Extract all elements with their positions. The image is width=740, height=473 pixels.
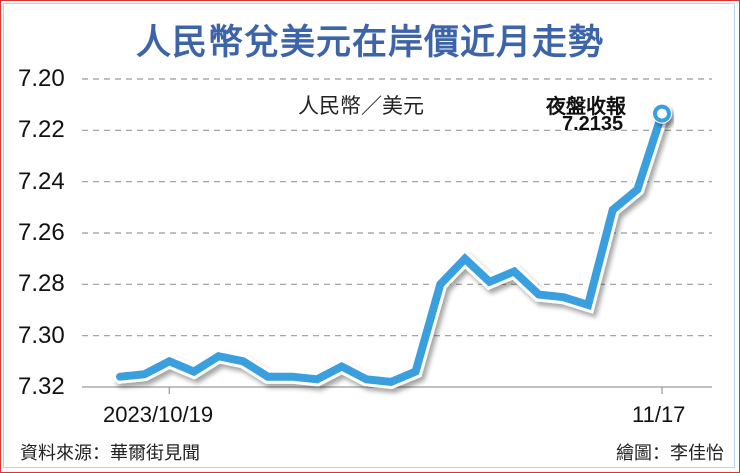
data-line — [113, 103, 672, 390]
endpoint-marker — [653, 104, 671, 123]
x-axis-ticks — [168, 387, 663, 394]
annotation-value: 7.2135 — [562, 113, 624, 135]
unit-label: 人民幣／美元 — [298, 95, 424, 118]
data-source: 資料來源：華爾街見聞 — [20, 443, 200, 463]
x-label-start: 2023/10/19 — [103, 402, 214, 427]
y-tick-label: 7.20 — [18, 65, 65, 92]
graphic-credit: 繪圖：李佳怡 — [616, 443, 724, 463]
chart-title: 人民幣兌美元在岸價近月走勢 — [135, 23, 604, 62]
gridlines — [82, 78, 712, 388]
y-tick-label: 7.32 — [18, 373, 65, 400]
y-tick-label: 7.26 — [18, 219, 65, 246]
y-tick-label: 7.28 — [18, 270, 65, 298]
y-tick-label: 7.30 — [18, 321, 65, 349]
y-tick-label: 7.22 — [18, 116, 65, 144]
annotation-label: 夜盤收報 — [546, 96, 626, 118]
y-tick-label: 7.24 — [18, 167, 65, 195]
x-label-end: 11/17 — [632, 402, 686, 427]
